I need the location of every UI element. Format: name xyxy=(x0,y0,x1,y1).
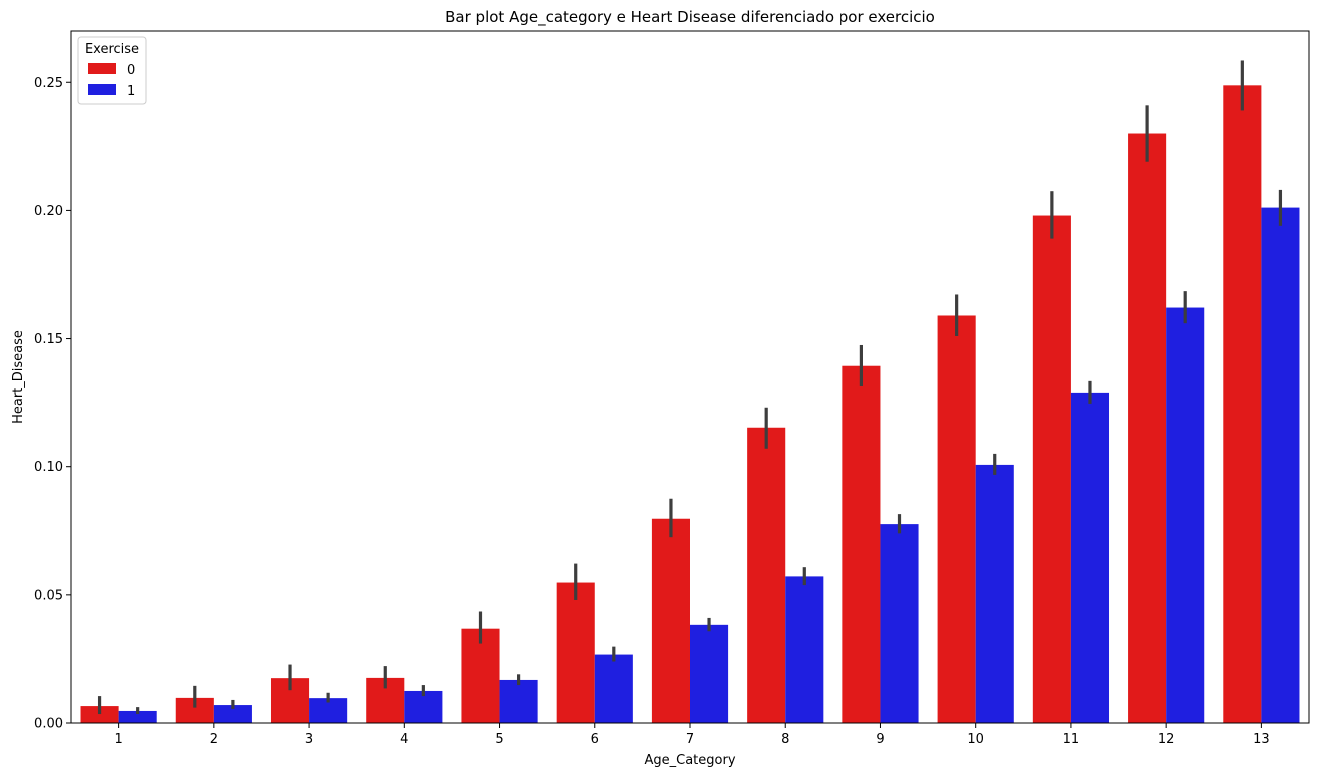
bar-exercise-1-age-4 xyxy=(404,690,443,723)
legend-label-0: 0 xyxy=(127,63,135,78)
y-axis: 0.00 0.05 0.10 0.15 0.20 0.25 xyxy=(34,76,71,732)
x-tick-label: 2 xyxy=(210,732,218,747)
x-tick-label: 3 xyxy=(305,732,313,747)
bar-exercise-1-age-7 xyxy=(690,624,729,723)
y-tick-label: 0.05 xyxy=(34,588,63,603)
x-axis: 1 2 3 4 5 6 7 8 9 10 11 12 13 xyxy=(114,723,1270,747)
chart-title: Bar plot Age_category e Heart Disease di… xyxy=(445,8,935,27)
x-tick-label: 8 xyxy=(781,732,789,747)
bar-exercise-1-age-6 xyxy=(594,654,633,723)
y-tick-label: 0.10 xyxy=(34,460,63,475)
x-tick-label: 4 xyxy=(400,732,408,747)
y-tick-label: 0.00 xyxy=(34,717,63,732)
y-axis-title: Heart_Disease xyxy=(11,330,26,424)
x-tick-label: 1 xyxy=(114,732,122,747)
bars-layer xyxy=(80,85,1300,724)
bar-exercise-1-age-2 xyxy=(213,705,252,723)
x-tick-label: 9 xyxy=(876,732,884,747)
x-tick-label: 11 xyxy=(1063,732,1080,747)
bar-exercise-0-age-11 xyxy=(1032,215,1071,724)
x-tick-label: 12 xyxy=(1158,732,1175,747)
y-tick-label: 0.25 xyxy=(34,76,63,91)
x-tick-label: 6 xyxy=(591,732,599,747)
bar-exercise-1-age-1 xyxy=(118,710,157,723)
bar-exercise-0-age-1 xyxy=(80,706,119,723)
legend-label-1: 1 xyxy=(127,84,135,99)
error-bars-layer xyxy=(97,60,1283,715)
bar-exercise-1-age-5 xyxy=(499,679,538,723)
bar-exercise-0-age-13 xyxy=(1223,85,1262,723)
y-tick-label: 0.20 xyxy=(34,204,63,219)
x-tick-label: 7 xyxy=(686,732,694,747)
bar-exercise-1-age-8 xyxy=(785,576,824,723)
bar-exercise-0-age-5 xyxy=(461,628,500,723)
y-tick-label: 0.15 xyxy=(34,332,63,347)
legend-title: Exercise xyxy=(85,42,139,57)
bar-exercise-0-age-10 xyxy=(937,315,976,723)
bar-exercise-1-age-12 xyxy=(1166,307,1205,723)
bar-exercise-1-age-13 xyxy=(1261,207,1300,724)
legend-swatch-1 xyxy=(88,84,116,95)
bar-exercise-0-age-6 xyxy=(556,582,595,723)
x-tick-label: 5 xyxy=(495,732,503,747)
bar-exercise-0-age-9 xyxy=(842,365,881,723)
legend-swatch-0 xyxy=(88,63,116,74)
bar-exercise-1-age-11 xyxy=(1070,392,1110,723)
bar-exercise-0-age-7 xyxy=(651,518,690,723)
legend: Exercise 0 1 xyxy=(77,36,147,105)
bar-exercise-1-age-10 xyxy=(975,464,1014,723)
x-tick-label: 10 xyxy=(967,732,984,747)
x-tick-label: 13 xyxy=(1253,732,1270,747)
bar-exercise-1-age-9 xyxy=(880,524,919,723)
bar-exercise-0-age-12 xyxy=(1128,133,1167,723)
x-axis-title: Age_Category xyxy=(644,753,735,768)
bar-exercise-0-age-8 xyxy=(747,427,786,723)
